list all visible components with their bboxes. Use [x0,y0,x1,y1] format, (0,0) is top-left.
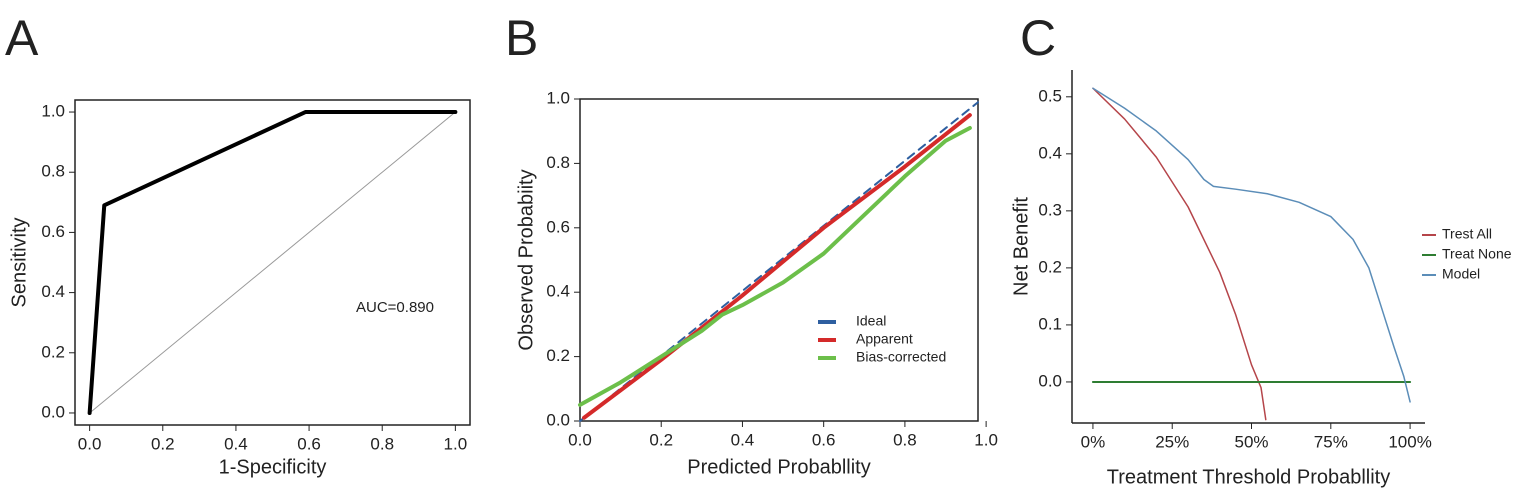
x-tick-label: 0.6 [297,434,321,453]
y-tick-label: 0.8 [41,162,65,181]
y-tick-label: 0.4 [41,282,65,301]
x-tick-label: 0.0 [78,434,102,453]
panel-label: A [5,10,39,66]
y-axis-label: Observed Probabiity [515,169,537,350]
x-tick-label: 0.6 [812,430,836,449]
series-line [89,111,456,414]
y-tick-label: 0.8 [546,153,570,172]
y-tick-label: 0.0 [41,402,65,421]
x-tick-label: 0.8 [893,430,917,449]
x-tick-label: 1.0 [444,434,468,453]
x-axis-label: Treatment Threshold Probabllity [1107,466,1390,488]
y-tick-label: 0.0 [546,410,570,429]
y-tick-label: 0.2 [546,346,570,365]
x-tick-label: 0.8 [370,434,394,453]
series-line [1092,87,1267,421]
x-tick-label: 0.4 [731,430,755,449]
x-tick-label: 75% [1314,432,1348,451]
x-axis-label: 1-Specificity [219,456,327,478]
annotation: AUC=0.890 [356,299,434,316]
y-tick-label: 0.1 [1038,314,1062,333]
x-tick-label: 0.0 [568,430,592,449]
x-axis-label: Predicted Probabllity [687,456,870,478]
y-tick-label: 0.2 [1038,257,1062,276]
panel-label: B [505,10,538,66]
series-line [579,101,979,422]
x-tick-label: 25% [1155,432,1189,451]
legend-label: Ideal [856,313,886,329]
panel-label: C [1020,10,1056,66]
plot-frame [579,98,979,422]
y-tick-label: 0.6 [546,217,570,236]
x-tick-label: 1.0 [974,430,998,449]
y-axis-label: Sensitivity [8,217,30,307]
y-tick-label: 0.0 [1038,371,1062,390]
x-tick-label: 0.2 [649,430,673,449]
y-tick-label: 0.5 [1038,86,1062,105]
legend-label: Apparent [856,331,913,347]
y-tick-label: 0.4 [546,282,570,301]
y-axis-label: Net Benefit [1010,197,1032,296]
legend-label: Trest All [1442,226,1492,242]
series-line [1092,87,1411,403]
series-line [578,125,972,407]
y-tick-label: 0.6 [41,222,65,241]
series-line [582,113,972,420]
x-tick-label: 0% [1081,432,1106,451]
y-tick-label: 0.3 [1038,200,1062,219]
legend-label: Bias-corrected [856,349,946,365]
plot-frame [74,99,471,426]
x-tick-label: 50% [1234,432,1268,451]
x-tick-label: 0.4 [224,434,248,453]
y-tick-label: 0.2 [41,342,65,361]
y-tick-label: 1.0 [41,102,65,121]
legend-label: Treat None [1442,246,1512,262]
x-tick-label: 0.2 [151,434,175,453]
y-tick-label: 0.4 [1038,143,1062,162]
x-tick-label: 100% [1388,432,1431,451]
y-tick-label: 1.0 [546,88,570,107]
series-line [87,110,458,415]
legend-label: Model [1442,266,1480,282]
